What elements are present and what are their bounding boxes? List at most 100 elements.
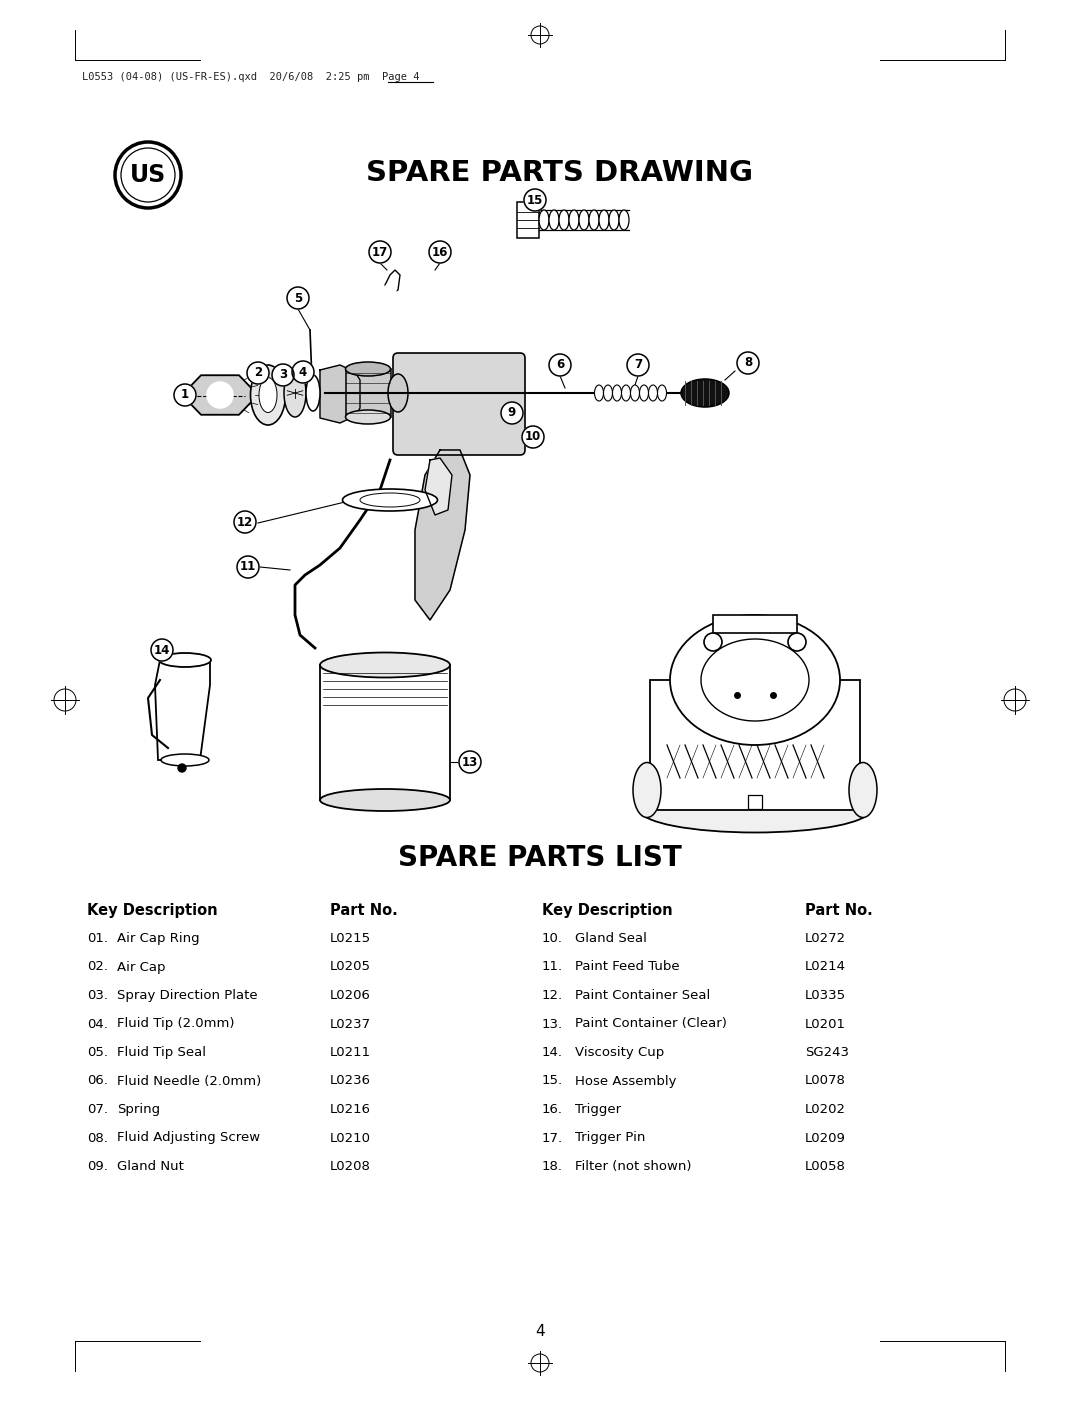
Text: L0202: L0202 [805, 1103, 846, 1117]
Polygon shape [426, 458, 453, 516]
Circle shape [737, 352, 759, 374]
Text: L0078: L0078 [805, 1075, 846, 1087]
Text: Filter (not shown): Filter (not shown) [575, 1160, 691, 1173]
Circle shape [788, 633, 806, 651]
Text: Fluid Tip (2.0mm): Fluid Tip (2.0mm) [117, 1017, 234, 1031]
Ellipse shape [631, 385, 639, 401]
Text: L0272: L0272 [805, 932, 846, 946]
Circle shape [151, 639, 173, 661]
Text: Air Cap: Air Cap [117, 961, 165, 974]
Text: 8: 8 [744, 356, 752, 370]
Text: L0237: L0237 [330, 1017, 372, 1031]
Text: 5: 5 [294, 291, 302, 304]
Ellipse shape [251, 366, 285, 425]
Ellipse shape [161, 754, 210, 766]
Text: 17: 17 [372, 245, 388, 259]
Ellipse shape [849, 762, 877, 818]
Bar [517, 202, 539, 238]
Text: Viscosity Cup: Viscosity Cup [575, 1047, 664, 1059]
Text: L0211: L0211 [330, 1047, 372, 1059]
Ellipse shape [701, 639, 809, 722]
Text: L0205: L0205 [330, 961, 372, 974]
Bar [320, 665, 450, 800]
Text: L0208: L0208 [330, 1160, 370, 1173]
Circle shape [384, 284, 396, 296]
Text: 02.: 02. [87, 961, 108, 974]
Text: 07.: 07. [87, 1103, 108, 1117]
Text: 10: 10 [525, 430, 541, 444]
Circle shape [429, 241, 451, 263]
Text: L0236: L0236 [330, 1075, 372, 1087]
Ellipse shape [360, 493, 420, 507]
Ellipse shape [559, 210, 569, 230]
Ellipse shape [320, 653, 450, 678]
Text: 4: 4 [536, 1324, 544, 1339]
Text: 16: 16 [432, 245, 448, 259]
Ellipse shape [621, 385, 631, 401]
Circle shape [287, 287, 309, 310]
Text: Part No.: Part No. [805, 904, 873, 918]
Circle shape [524, 189, 546, 212]
Ellipse shape [633, 762, 661, 818]
Text: SG243: SG243 [805, 1047, 849, 1059]
Text: SPARE PARTS DRAWING: SPARE PARTS DRAWING [366, 158, 754, 186]
Text: 17.: 17. [542, 1132, 563, 1145]
Ellipse shape [159, 653, 211, 667]
Text: 2: 2 [254, 367, 262, 380]
Polygon shape [183, 375, 258, 415]
Circle shape [501, 402, 523, 425]
FancyBboxPatch shape [393, 353, 525, 455]
Text: L0216: L0216 [330, 1103, 372, 1117]
Ellipse shape [640, 787, 870, 832]
Text: 05.: 05. [87, 1047, 108, 1059]
Text: 11: 11 [240, 560, 256, 573]
Text: 12: 12 [237, 516, 253, 528]
Bar [748, 794, 762, 808]
Bar [346, 368, 391, 417]
Text: 12.: 12. [542, 989, 563, 1002]
Text: Fluid Tip Seal: Fluid Tip Seal [117, 1047, 206, 1059]
Circle shape [704, 633, 723, 651]
Circle shape [247, 361, 269, 384]
Ellipse shape [599, 210, 609, 230]
Text: 03.: 03. [87, 989, 108, 1002]
Ellipse shape [604, 385, 612, 401]
Ellipse shape [639, 385, 648, 401]
Ellipse shape [648, 385, 658, 401]
Ellipse shape [612, 385, 621, 401]
Text: 13: 13 [462, 755, 478, 769]
Ellipse shape [670, 615, 840, 745]
Text: SPARE PARTS LIST: SPARE PARTS LIST [399, 843, 681, 871]
Text: 15.: 15. [542, 1075, 563, 1087]
Text: 13.: 13. [542, 1017, 563, 1031]
Polygon shape [320, 366, 360, 423]
Text: L0553 (04-08) (US-FR-ES).qxd  20/6/08  2:25 pm  Page 4: L0553 (04-08) (US-FR-ES).qxd 20/6/08 2:2… [82, 71, 419, 83]
Text: 08.: 08. [87, 1132, 108, 1145]
Ellipse shape [579, 210, 589, 230]
Polygon shape [384, 270, 400, 296]
Ellipse shape [346, 361, 391, 375]
Text: 01.: 01. [87, 932, 108, 946]
Circle shape [234, 511, 256, 532]
Text: L0214: L0214 [805, 961, 846, 974]
Ellipse shape [619, 210, 629, 230]
Text: 16.: 16. [542, 1103, 563, 1117]
Ellipse shape [320, 789, 450, 811]
Text: US: US [130, 163, 166, 186]
Text: L0201: L0201 [805, 1017, 846, 1031]
Text: Hose Assembly: Hose Assembly [575, 1075, 676, 1087]
Ellipse shape [549, 210, 559, 230]
Text: 06.: 06. [87, 1075, 108, 1087]
Ellipse shape [284, 368, 306, 417]
Polygon shape [415, 450, 470, 621]
Text: 1: 1 [181, 388, 189, 402]
Ellipse shape [594, 385, 604, 401]
Circle shape [178, 764, 186, 772]
Text: Key Description: Key Description [542, 904, 673, 918]
Text: L0209: L0209 [805, 1132, 846, 1145]
Ellipse shape [306, 375, 320, 410]
Ellipse shape [658, 385, 666, 401]
Text: Paint Feed Tube: Paint Feed Tube [575, 961, 679, 974]
Text: L0215: L0215 [330, 932, 372, 946]
Circle shape [627, 354, 649, 375]
